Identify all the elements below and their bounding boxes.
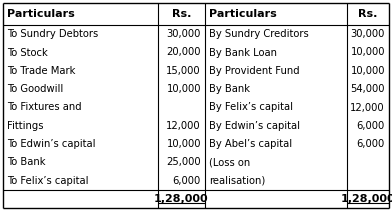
Text: To Stock: To Stock (7, 47, 48, 58)
Text: 10,000: 10,000 (167, 84, 201, 94)
Text: To Felix’s capital: To Felix’s capital (7, 176, 89, 186)
Text: 10,000: 10,000 (350, 66, 385, 76)
Text: 6,000: 6,000 (357, 121, 385, 131)
Text: By Felix’s capital: By Felix’s capital (209, 103, 293, 112)
Text: To Fixtures and: To Fixtures and (7, 103, 82, 112)
Text: Rs.: Rs. (358, 9, 377, 19)
Text: 6,000: 6,000 (357, 139, 385, 149)
Text: To Bank: To Bank (7, 157, 45, 168)
Text: To Goodwill: To Goodwill (7, 84, 63, 94)
Text: Particulars: Particulars (209, 9, 277, 19)
Text: To Edwin’s capital: To Edwin’s capital (7, 139, 96, 149)
Text: By Bank Loan: By Bank Loan (209, 47, 277, 58)
Text: 6,000: 6,000 (173, 176, 201, 186)
Text: (Loss on: (Loss on (209, 157, 250, 168)
Text: 30,000: 30,000 (167, 29, 201, 39)
Text: 12,000: 12,000 (166, 121, 201, 131)
Text: By Abel’s capital: By Abel’s capital (209, 139, 292, 149)
Text: realisation): realisation) (209, 176, 265, 186)
Text: To Sundry Debtors: To Sundry Debtors (7, 29, 98, 39)
Text: Fittings: Fittings (7, 121, 44, 131)
Text: Particulars: Particulars (7, 9, 75, 19)
Text: 54,000: 54,000 (350, 84, 385, 94)
Text: 15,000: 15,000 (166, 66, 201, 76)
Text: 1,28,000: 1,28,000 (154, 194, 209, 204)
Text: 1,28,000: 1,28,000 (341, 194, 392, 204)
Text: 20,000: 20,000 (167, 47, 201, 58)
Text: 25,000: 25,000 (166, 157, 201, 168)
Text: By Bank: By Bank (209, 84, 250, 94)
Text: By Provident Fund: By Provident Fund (209, 66, 299, 76)
Text: 10,000: 10,000 (350, 47, 385, 58)
Text: To Trade Mark: To Trade Mark (7, 66, 75, 76)
Text: By Edwin’s capital: By Edwin’s capital (209, 121, 300, 131)
Text: By Sundry Creditors: By Sundry Creditors (209, 29, 309, 39)
Text: 30,000: 30,000 (350, 29, 385, 39)
Text: 10,000: 10,000 (167, 139, 201, 149)
Text: 12,000: 12,000 (350, 103, 385, 112)
Text: Rs.: Rs. (172, 9, 191, 19)
